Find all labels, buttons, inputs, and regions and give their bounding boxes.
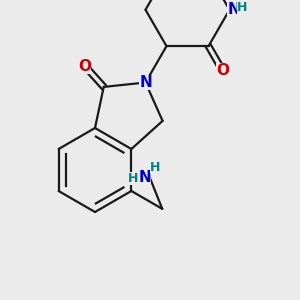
Text: H: H — [149, 161, 160, 174]
Text: O: O — [216, 63, 229, 78]
Text: N: N — [138, 170, 151, 185]
Text: H: H — [128, 172, 138, 185]
Text: O: O — [79, 58, 92, 74]
Text: H: H — [237, 1, 248, 14]
Text: N: N — [227, 2, 240, 17]
Text: N: N — [139, 75, 152, 90]
